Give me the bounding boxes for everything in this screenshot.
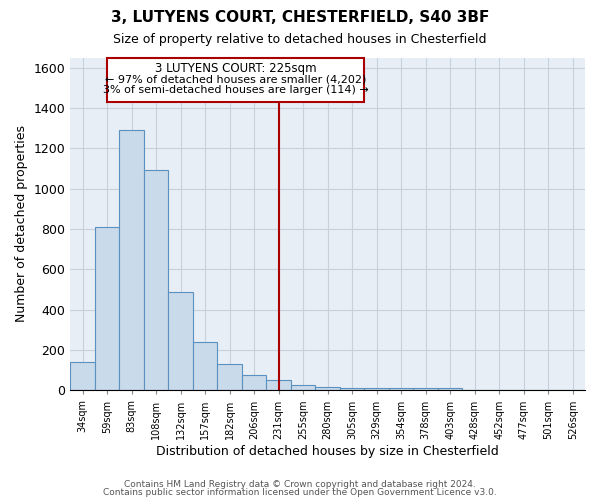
Bar [70, 362, 95, 390]
Text: 3 LUTYENS COURT: 225sqm: 3 LUTYENS COURT: 225sqm [155, 62, 317, 76]
Bar [389, 388, 413, 390]
Bar [119, 130, 144, 390]
Text: ← 97% of detached houses are smaller (4,202): ← 97% of detached houses are smaller (4,… [105, 74, 367, 85]
Text: Size of property relative to detached houses in Chesterfield: Size of property relative to detached ho… [113, 32, 487, 46]
Bar [169, 292, 193, 390]
Text: Contains HM Land Registry data © Crown copyright and database right 2024.: Contains HM Land Registry data © Crown c… [124, 480, 476, 489]
Bar [144, 170, 169, 390]
Bar [291, 386, 316, 390]
Bar [193, 342, 217, 390]
Text: Contains public sector information licensed under the Open Government Licence v3: Contains public sector information licen… [103, 488, 497, 497]
Text: 3% of semi-detached houses are larger (114) →: 3% of semi-detached houses are larger (1… [103, 86, 368, 96]
Bar [316, 388, 340, 390]
Y-axis label: Number of detached properties: Number of detached properties [15, 126, 28, 322]
Text: 3, LUTYENS COURT, CHESTERFIELD, S40 3BF: 3, LUTYENS COURT, CHESTERFIELD, S40 3BF [111, 10, 489, 25]
Bar [340, 388, 364, 390]
Bar [217, 364, 242, 390]
X-axis label: Distribution of detached houses by size in Chesterfield: Distribution of detached houses by size … [156, 444, 499, 458]
Bar [438, 388, 463, 390]
Bar [266, 380, 291, 390]
FancyBboxPatch shape [107, 58, 364, 102]
Bar [242, 376, 266, 390]
Bar [95, 227, 119, 390]
Bar [364, 388, 389, 390]
Bar [413, 388, 438, 390]
